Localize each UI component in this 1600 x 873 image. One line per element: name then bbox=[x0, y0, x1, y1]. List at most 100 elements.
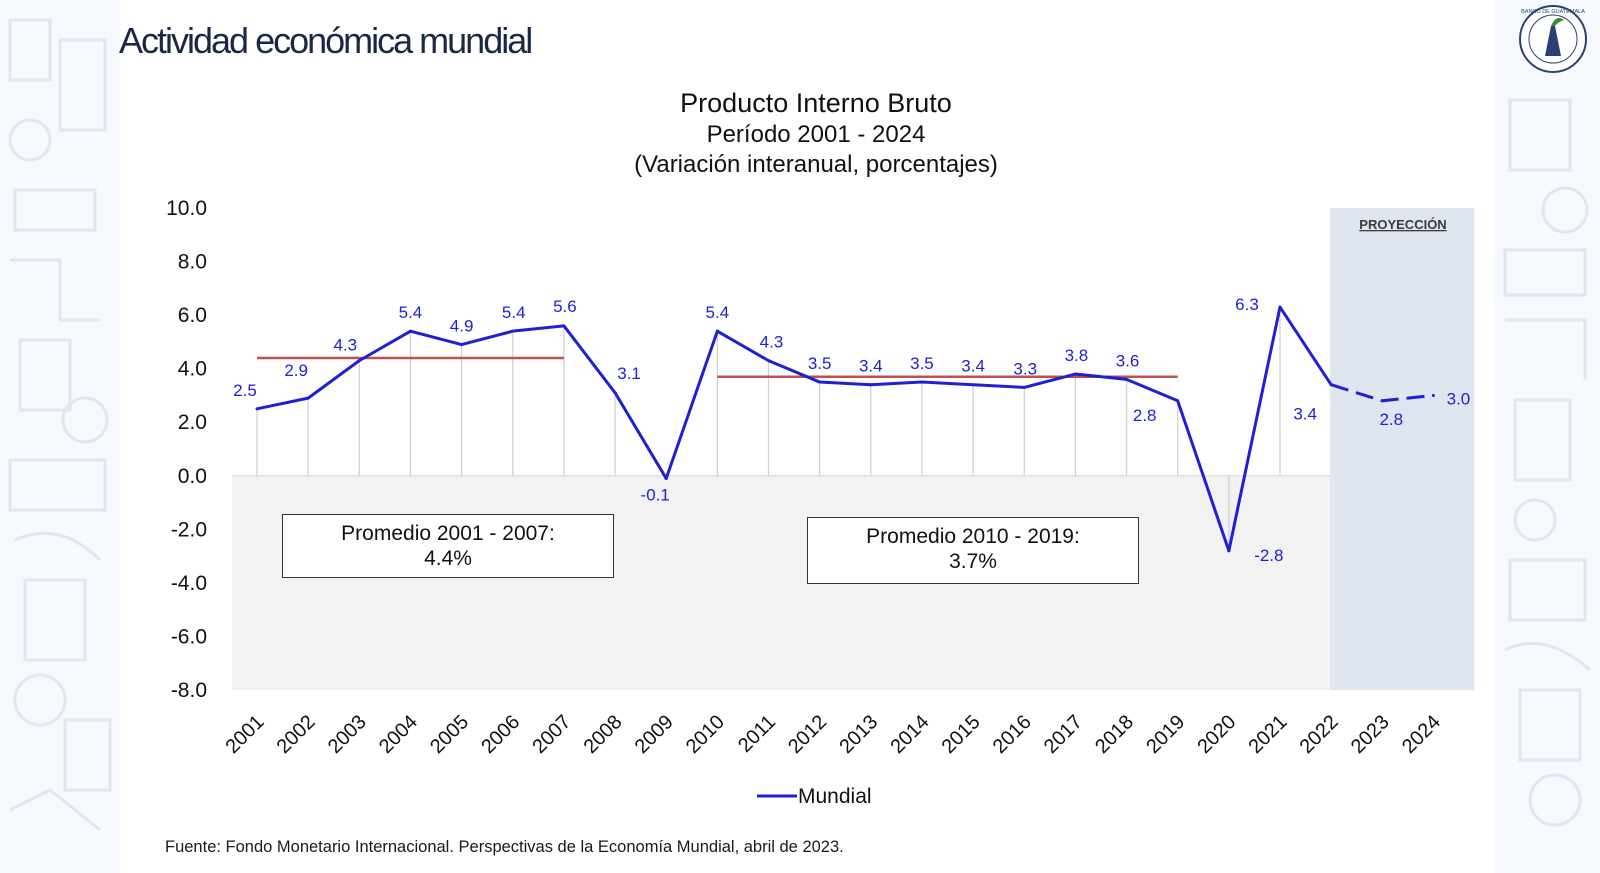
x-tick-label-2014: 2014 bbox=[886, 711, 933, 758]
data-label-2014: 3.5 bbox=[910, 354, 934, 373]
average-box-value: 3.7% bbox=[949, 550, 997, 573]
y-tick-label: 2.0 bbox=[178, 411, 207, 434]
x-tick-label-2022: 2022 bbox=[1296, 711, 1343, 758]
data-label-2012: 3.5 bbox=[808, 354, 832, 373]
data-point-2002 bbox=[306, 396, 310, 400]
projection-band bbox=[1330, 208, 1475, 690]
x-tick-label-2011: 2011 bbox=[734, 711, 780, 757]
data-point-2021 bbox=[1278, 305, 1282, 309]
data-label-2005: 4.9 bbox=[450, 317, 474, 336]
data-label-2019: 2.8 bbox=[1133, 406, 1157, 425]
x-tick-label-2019: 2019 bbox=[1142, 711, 1189, 758]
data-point-2023 bbox=[1380, 399, 1384, 403]
pattern-right-graphic bbox=[1503, 98, 1591, 827]
data-point-2008 bbox=[613, 391, 617, 395]
x-tick-label-2009: 2009 bbox=[631, 711, 678, 758]
data-label-2003: 4.3 bbox=[333, 336, 357, 355]
y-tick-label: 10.0 bbox=[166, 197, 207, 220]
source-note: Fuente: Fondo Monetario Internacional. P… bbox=[165, 838, 844, 856]
x-tick-label-2016: 2016 bbox=[989, 711, 1036, 758]
legend: Mundial bbox=[757, 785, 872, 808]
series-line-actual bbox=[256, 305, 1333, 553]
x-tick-label-2005: 2005 bbox=[426, 711, 473, 758]
y-axis-ticks: 10.0 8.0 6.0 4.0 2.0 0.0 -2.0 -4.0 -6.0 -8.0 bbox=[166, 197, 207, 702]
legend-label-mundial: Mundial bbox=[798, 785, 872, 808]
data-point-2024 bbox=[1431, 393, 1435, 397]
x-tick-label-2004: 2004 bbox=[375, 711, 422, 758]
data-point-2004 bbox=[408, 329, 412, 333]
data-point-2007 bbox=[562, 324, 566, 328]
chart-subtitle-period: Período 2001 - 2024 bbox=[707, 121, 926, 148]
chart-title: Producto Interno Bruto bbox=[680, 88, 952, 118]
data-point-2003 bbox=[357, 359, 361, 363]
x-tick-label-2017: 2017 bbox=[1040, 711, 1087, 758]
data-label-2002: 2.9 bbox=[284, 361, 308, 380]
data-point-2019 bbox=[1176, 399, 1180, 403]
data-point-2006 bbox=[511, 329, 515, 333]
data-point-2022 bbox=[1329, 383, 1333, 387]
data-label-2018: 3.6 bbox=[1116, 351, 1140, 370]
banco-de-guatemala-logo: BANCO DE GUATEMALA bbox=[1519, 5, 1587, 73]
x-tick-label-2024: 2024 bbox=[1398, 711, 1445, 758]
x-tick-label-2001: 2001 bbox=[222, 711, 269, 758]
series-mundial bbox=[255, 305, 1435, 553]
y-tick-label: 8.0 bbox=[178, 251, 207, 274]
x-tick-label-2007: 2007 bbox=[528, 711, 575, 758]
data-label-2023: 2.8 bbox=[1379, 410, 1403, 429]
data-point-2009 bbox=[664, 476, 668, 480]
y-tick-label: -4.0 bbox=[171, 572, 207, 595]
data-point-2018 bbox=[1125, 377, 1129, 381]
x-tick-label-2003: 2003 bbox=[324, 711, 371, 758]
data-label-2011: 4.3 bbox=[760, 333, 784, 352]
x-tick-label-2021: 2021 bbox=[1245, 711, 1292, 758]
svg-text:BANCO DE GUATEMALA: BANCO DE GUATEMALA bbox=[1521, 9, 1585, 15]
x-tick-label-2010: 2010 bbox=[682, 711, 729, 758]
x-tick-label-2020: 2020 bbox=[1193, 711, 1240, 758]
data-point-2020 bbox=[1227, 549, 1231, 553]
data-label-2015: 3.4 bbox=[961, 357, 985, 376]
data-label-2008: 3.1 bbox=[617, 364, 641, 383]
y-tick-label: -2.0 bbox=[171, 518, 207, 541]
data-label-2024: 3.0 bbox=[1447, 389, 1471, 408]
data-label-2010: 5.4 bbox=[706, 303, 730, 322]
data-label-2001: 2.5 bbox=[233, 381, 257, 400]
data-point-2011 bbox=[767, 359, 770, 363]
data-point-2013 bbox=[869, 383, 873, 387]
data-label-2016: 3.3 bbox=[1013, 359, 1037, 378]
x-tick-label-2018: 2018 bbox=[1091, 711, 1138, 758]
decorative-pattern-right bbox=[1495, 0, 1600, 873]
x-axis-ticks: 2001 2002 2003 2004 2005 2006 2007 2008 2009 2010… bbox=[222, 711, 1445, 758]
y-tick-label: 0.0 bbox=[178, 465, 207, 488]
data-label-2009: -0.1 bbox=[641, 485, 670, 504]
average-box-label: Promedio 2010 - 2019: bbox=[866, 525, 1080, 548]
decorative-pattern-left bbox=[0, 0, 120, 873]
data-point-2010 bbox=[715, 329, 719, 333]
data-point-2001 bbox=[255, 407, 259, 411]
data-label-2013: 3.4 bbox=[859, 357, 883, 376]
chart-subtitle-units: (Variación interanual, porcentajes) bbox=[634, 151, 998, 178]
y-tick-label: -6.0 bbox=[171, 625, 207, 648]
data-label-2004: 5.4 bbox=[399, 303, 423, 322]
x-tick-label-2013: 2013 bbox=[835, 711, 882, 758]
average-box-value: 4.4% bbox=[424, 547, 472, 570]
data-label-2022: 3.4 bbox=[1293, 405, 1317, 424]
data-point-2005 bbox=[460, 343, 464, 347]
data-point-2017 bbox=[1073, 372, 1077, 376]
data-label-2006: 5.4 bbox=[502, 303, 526, 322]
average-box-2001-2007: Promedio 2001 - 2007: 4.4% bbox=[282, 514, 614, 578]
y-tick-label: 4.0 bbox=[178, 358, 207, 381]
data-label-2021: 6.3 bbox=[1235, 295, 1259, 314]
projection-label: PROYECCIÓN bbox=[1359, 217, 1446, 232]
data-point-2012 bbox=[818, 380, 822, 384]
x-tick-label-2008: 2008 bbox=[580, 711, 627, 758]
data-point-2016 bbox=[1022, 385, 1026, 389]
y-tick-label: 6.0 bbox=[178, 304, 207, 327]
x-tick-label-2015: 2015 bbox=[938, 711, 985, 758]
data-label-2020: -2.8 bbox=[1254, 546, 1283, 565]
data-label-2017: 3.8 bbox=[1065, 346, 1089, 365]
x-tick-label-2002: 2002 bbox=[273, 711, 320, 758]
x-tick-label-2023: 2023 bbox=[1347, 711, 1394, 758]
y-tick-label: -8.0 bbox=[171, 679, 207, 702]
average-box-label: Promedio 2001 - 2007: bbox=[341, 522, 555, 545]
